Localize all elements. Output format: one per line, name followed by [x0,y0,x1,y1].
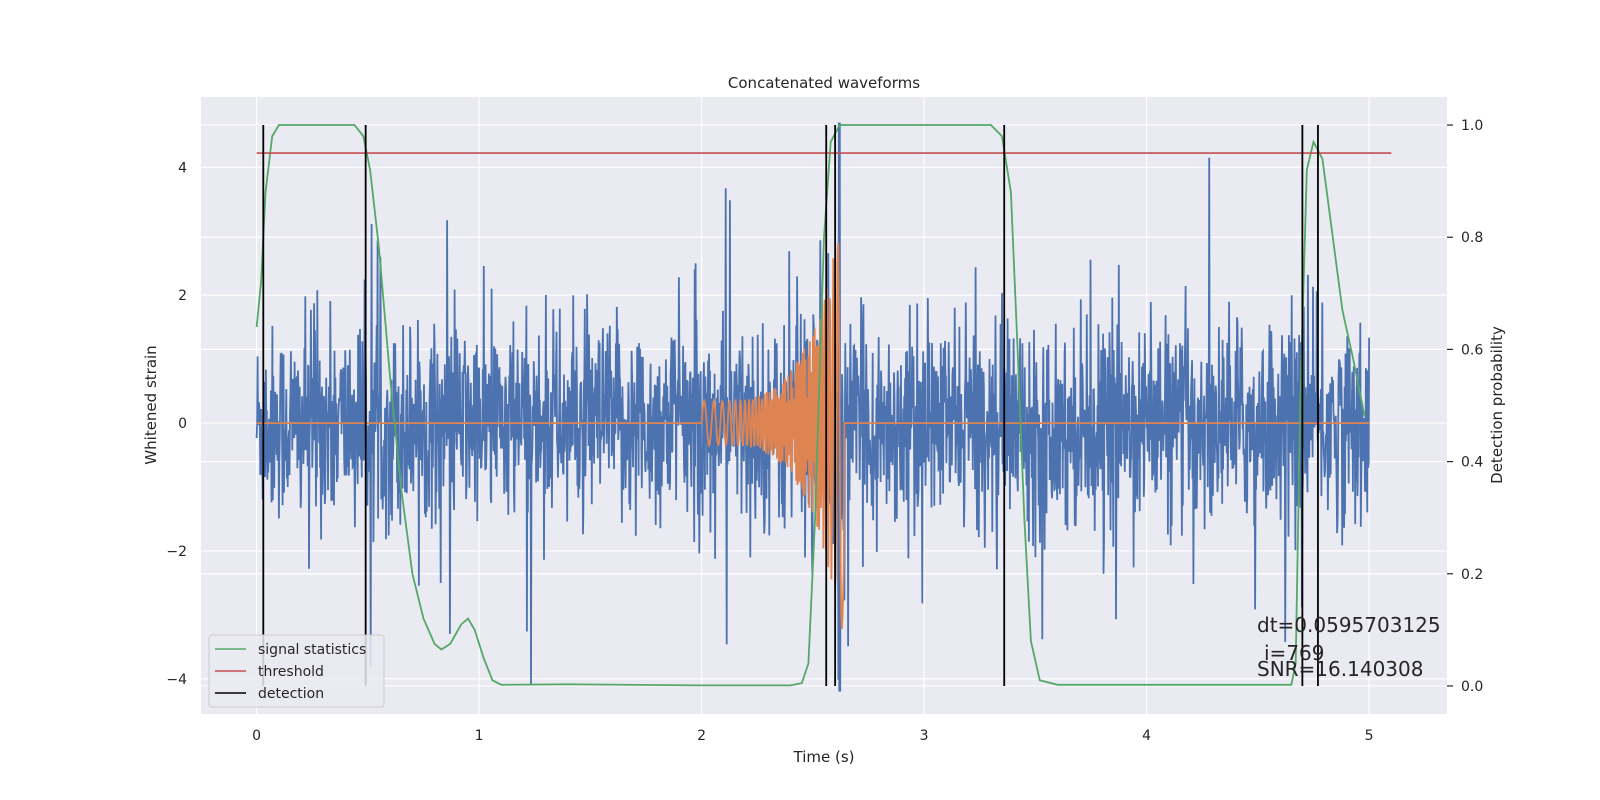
y2-tick-label: 0.6 [1461,342,1483,358]
annotations: dt=0.0595703125 i=769 SNR=16.140308 [1257,613,1441,681]
legend-box [208,634,385,708]
x-axis-label: Time (s) [793,748,855,766]
y-tick-label: 0 [178,416,187,432]
y2-tick-label: 0.2 [1461,567,1483,583]
y-tick-label: −4 [166,672,187,688]
y2-tick-label: 1.0 [1461,118,1483,134]
chart-title: Concatenated waveforms [728,74,920,92]
y-tick-label: −2 [166,544,187,560]
annotation-dt: dt=0.0595703125 [1257,613,1441,637]
annotation-snr: SNR=16.140308 [1257,657,1423,681]
y2-tick-label: 0.4 [1461,455,1483,471]
y-tick-label: 2 [178,288,187,304]
y2-tick-label: 0.0 [1461,679,1483,695]
x-tick-label: 3 [920,728,929,744]
right-axis-series [255,124,1392,687]
legend-label-threshold: threshold [258,664,324,680]
y-tick-label: 4 [178,160,187,176]
legend: signal statistics threshold detection [208,634,385,708]
x-tick-label: 4 [1142,728,1151,744]
y2-tick-label: 0.8 [1461,230,1483,246]
x-tick-label: 2 [697,728,706,744]
template-series [256,242,1370,629]
axes: 0 1 2 3 4 5 −4 −2 0 2 4 0.0 0.2 0.4 0.6 0.8 1.0 [166,118,1483,744]
annotation-i: i=769 [1264,641,1325,665]
y2-axis-label: Detection probability [1488,326,1506,484]
legend-label-signal-statistics: signal statistics [258,642,366,658]
template-line [256,242,1370,629]
legend-label-detection: detection [258,686,324,702]
x-tick-label: 0 [252,728,261,744]
y-axis-label: Whitened strain [142,345,160,464]
x-tick-label: 1 [475,728,484,744]
x-tick-label: 5 [1365,728,1374,744]
signal-statistics-line [255,124,1366,687]
